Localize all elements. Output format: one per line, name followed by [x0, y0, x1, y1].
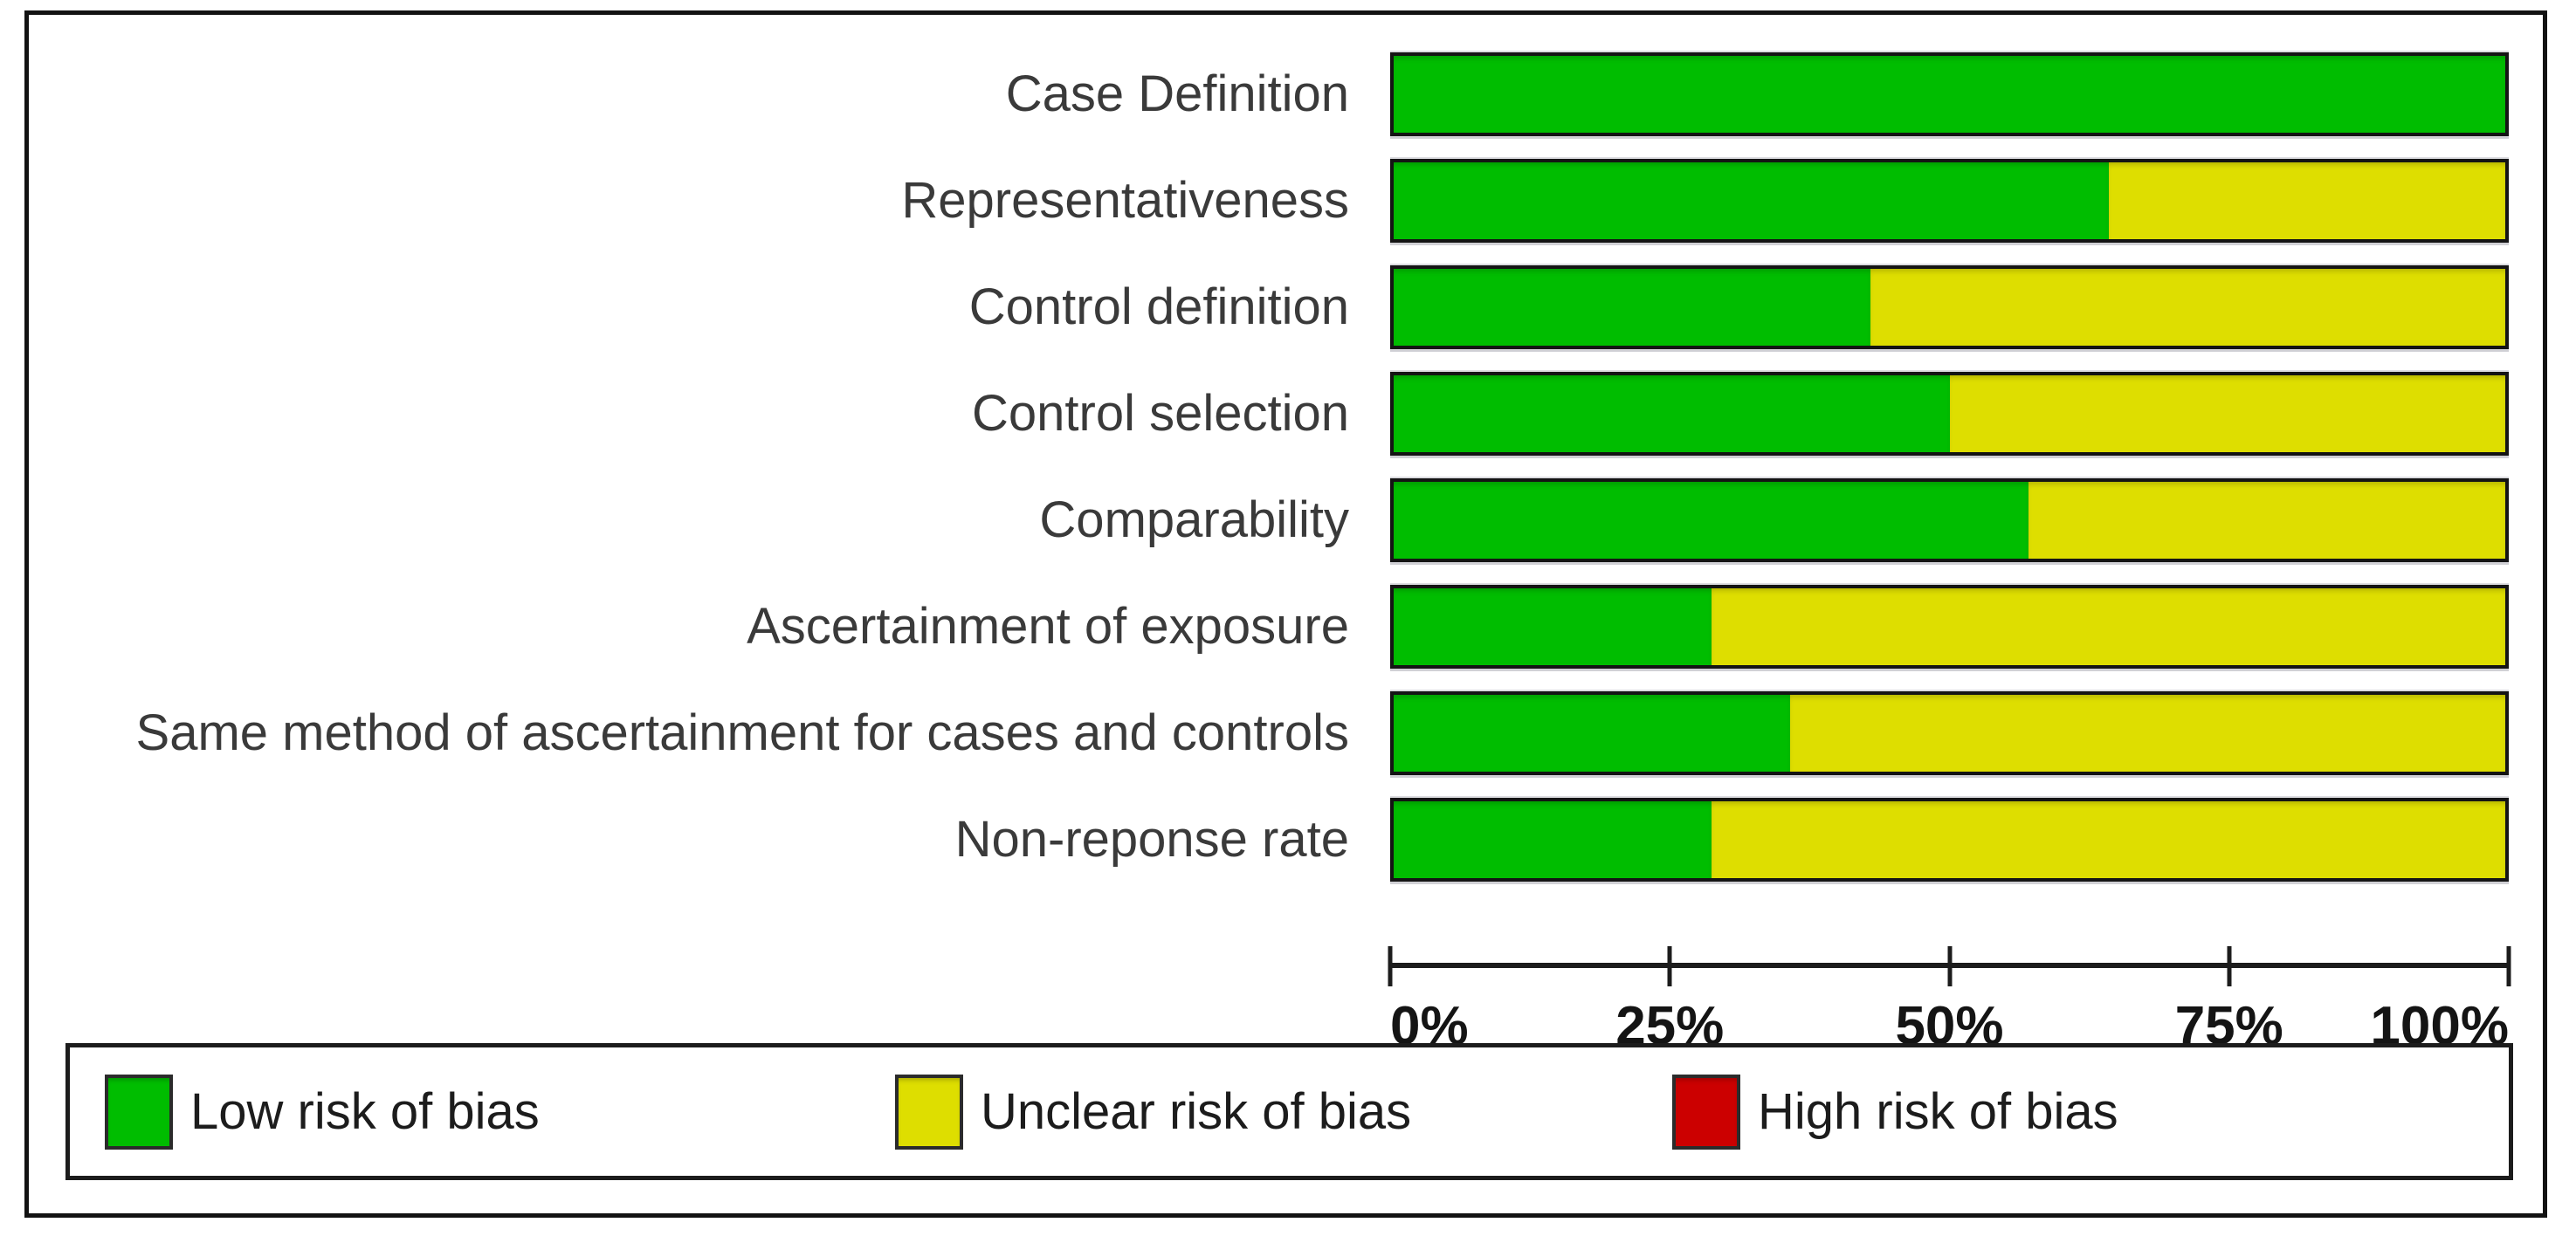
legend-item: Unclear risk of bias [895, 1047, 1411, 1176]
stacked-bar [1390, 585, 2509, 669]
stacked-bar [1390, 372, 2509, 456]
risk-of-bias-graph-frame: Case Definition Representativeness Contr… [24, 10, 2547, 1218]
category-label: Control definition [968, 278, 1349, 335]
bar-segment-low [1394, 588, 1712, 665]
stacked-bar [1390, 52, 2509, 136]
bar-segment-low [1394, 801, 1712, 878]
bar-row: Non-reponse rate [29, 798, 2543, 882]
bar-segment-unclear [1712, 801, 2505, 878]
bar-row: Case Definition [29, 52, 2543, 136]
legend-label: Low risk of bias [190, 1082, 540, 1140]
bar-row: Same method of ascertainment for cases a… [29, 691, 2543, 775]
stacked-bar [1390, 691, 2509, 775]
category-label: Non-reponse rate [954, 811, 1349, 868]
category-label: Control selection [972, 385, 1349, 442]
bar-segment-low [1394, 162, 2109, 239]
bar-segment-unclear [2108, 162, 2505, 239]
category-label: Representativeness [901, 172, 1349, 229]
legend-swatch [105, 1074, 173, 1150]
bar-segment-unclear [1870, 269, 2505, 346]
category-label: Same method of ascertainment for cases a… [135, 704, 1349, 761]
bar-row: Control definition [29, 265, 2543, 349]
legend-box: Low risk of bias Unclear risk of bias Hi… [65, 1043, 2513, 1180]
bar-segment-low [1394, 56, 2505, 133]
stacked-bar [1390, 478, 2509, 562]
stacked-bar [1390, 798, 2509, 882]
legend-swatch [895, 1074, 963, 1150]
bar-segment-low [1394, 269, 1871, 346]
category-label: Ascertainment of exposure [747, 598, 1349, 655]
bar-segment-unclear [1790, 695, 2505, 772]
x-axis: 0% 25% 50% 75% 100% [1388, 931, 2511, 1056]
x-axis-tick [1388, 946, 1393, 986]
bar-row: Representativeness [29, 159, 2543, 243]
bar-segment-unclear [2028, 482, 2505, 559]
category-label: Case Definition [1005, 65, 1349, 122]
legend-swatch [1672, 1074, 1740, 1150]
x-axis-tick [2506, 946, 2511, 986]
bar-row: Ascertainment of exposure [29, 585, 2543, 669]
category-label: Comparability [1039, 491, 1349, 548]
bar-row: Comparability [29, 478, 2543, 562]
bar-segment-low [1394, 695, 1791, 772]
x-axis-tick [1667, 946, 1672, 986]
bar-segment-low [1394, 482, 2028, 559]
x-axis-tick [2227, 946, 2232, 986]
legend-label: High risk of bias [1758, 1082, 2118, 1140]
bar-segment-low [1394, 375, 1950, 452]
legend-item: Low risk of bias [105, 1047, 540, 1176]
legend-item: High risk of bias [1672, 1047, 2118, 1176]
bar-row: Control selection [29, 372, 2543, 456]
bar-segment-unclear [1712, 588, 2505, 665]
stacked-bar [1390, 265, 2509, 349]
bar-rows: Case Definition Representativeness Contr… [29, 52, 2543, 904]
bar-segment-unclear [1949, 375, 2505, 452]
legend-label: Unclear risk of bias [981, 1082, 1412, 1140]
stacked-bar [1390, 159, 2509, 243]
x-axis-tick [1947, 946, 1952, 986]
